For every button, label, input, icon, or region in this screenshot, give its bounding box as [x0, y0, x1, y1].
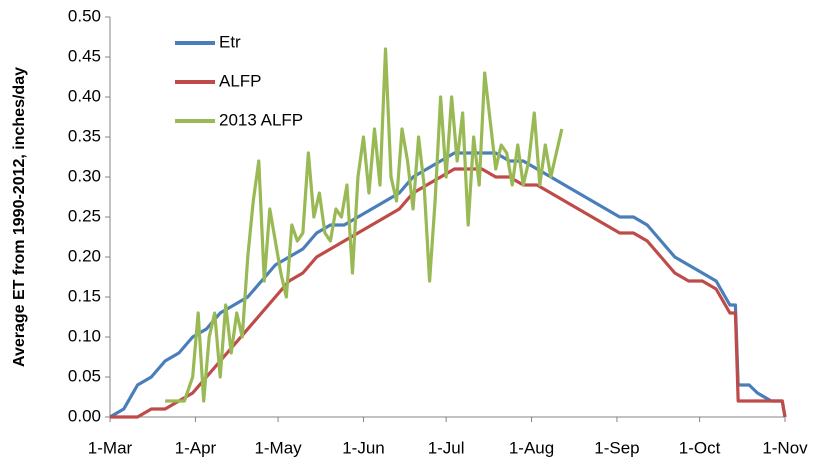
series-line	[109, 151, 787, 419]
x-tick-label: 1-May	[254, 438, 302, 457]
x-tick-label: 1-Jun	[342, 438, 385, 457]
y-tick-label: 0.35	[68, 126, 101, 145]
legend-label: Etr	[219, 32, 241, 51]
y-tick-label: 0.40	[68, 86, 101, 105]
x-tick-label: 1-Aug	[509, 438, 554, 457]
legend-label: 2013 ALFP	[219, 110, 303, 129]
x-tick-label: 1-Nov	[762, 438, 808, 457]
y-tick-label: 0.45	[68, 46, 101, 65]
y-tick-label: 0.15	[68, 286, 101, 305]
x-tick-label: 1-Oct	[679, 438, 721, 457]
series-line	[165, 47, 564, 403]
y-axis-label: Average ET from 1990-2012, inches/day	[11, 67, 28, 367]
x-tick-label: 1-Jul	[428, 438, 465, 457]
y-tick-label: 0.25	[68, 206, 101, 225]
y-tick-label: 0.30	[68, 166, 101, 185]
y-tick-label: 0.10	[68, 326, 101, 345]
y-tick-label: 0.05	[68, 366, 101, 385]
y-tick-label: 0.20	[68, 246, 101, 265]
x-tick-label: 1-Mar	[88, 438, 133, 457]
x-tick-label: 1-Apr	[175, 438, 217, 457]
legend-label: ALFP	[219, 71, 262, 90]
series-line	[110, 167, 787, 419]
x-tick-label: 1-Sep	[594, 438, 639, 457]
y-tick-label: 0.00	[68, 406, 101, 425]
y-tick-label: 0.50	[68, 6, 101, 25]
